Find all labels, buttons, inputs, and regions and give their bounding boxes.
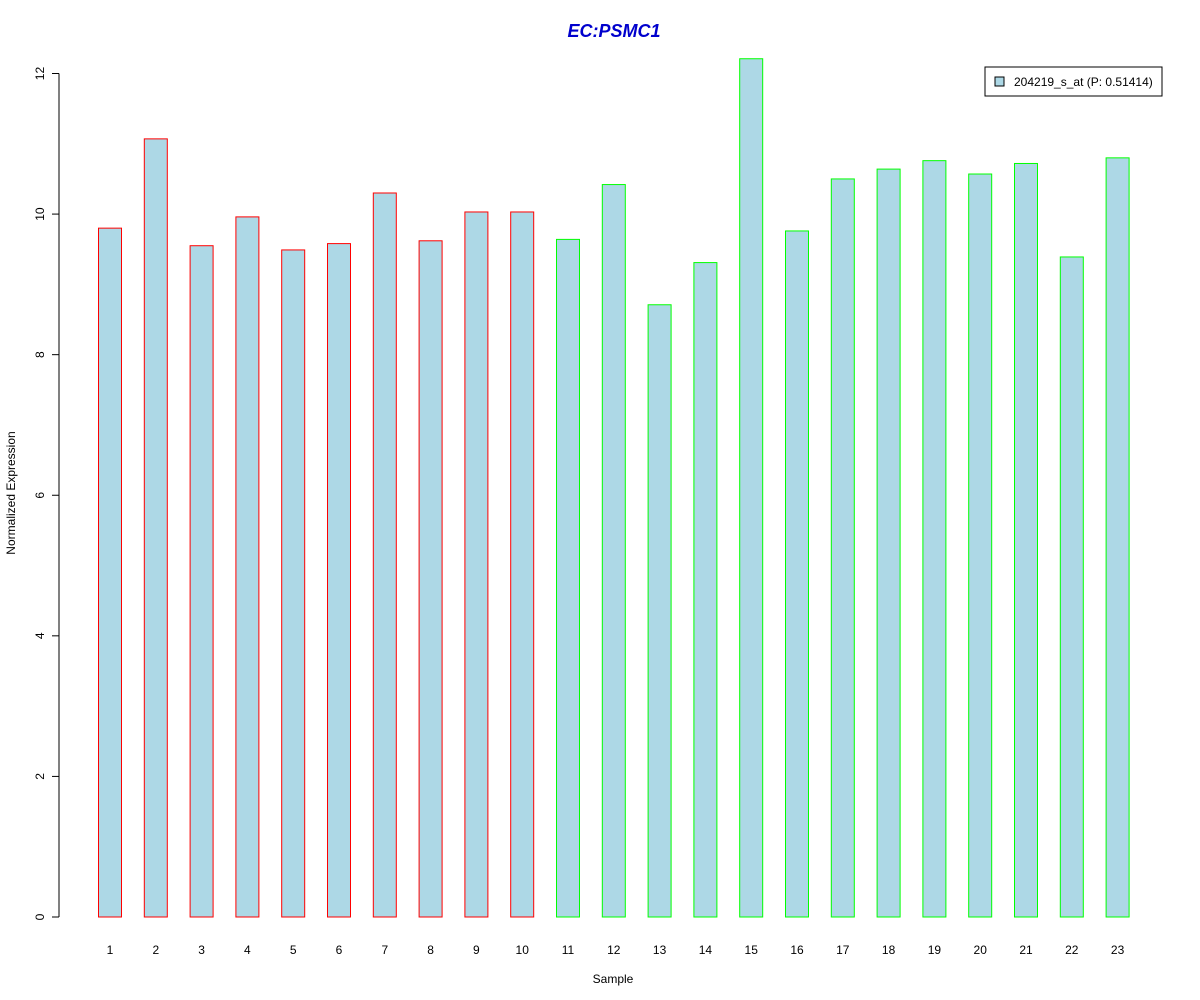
x-tick-label: 13 — [653, 943, 667, 957]
bar — [372, 192, 397, 918]
legend: 204219_s_at (P: 0.51414) — [984, 66, 1163, 97]
bar — [922, 160, 947, 918]
bar — [281, 249, 306, 918]
x-tick-label: 6 — [336, 943, 343, 957]
bar — [1105, 157, 1130, 918]
legend-swatch — [994, 76, 1005, 87]
x-tick-label: 8 — [427, 943, 434, 957]
x-tick-label: 18 — [882, 943, 896, 957]
bar — [830, 178, 855, 918]
x-tick-label: 11 — [562, 943, 575, 957]
x-tick-label: 16 — [790, 943, 804, 957]
bar — [785, 230, 809, 918]
y-tick-label: 8 — [33, 351, 47, 358]
bar — [601, 184, 626, 918]
x-tick-label: 10 — [516, 943, 530, 957]
bar — [98, 227, 122, 918]
y-tick-label: 10 — [33, 207, 47, 221]
bar — [418, 240, 443, 918]
x-tick-label: 17 — [836, 943, 850, 957]
bar — [143, 138, 168, 918]
y-tick-label: 12 — [33, 67, 47, 81]
x-tick-label: 5 — [290, 943, 297, 957]
x-tick-label: 4 — [244, 943, 251, 957]
x-tick-label: 7 — [381, 943, 388, 957]
bar — [739, 58, 764, 918]
bar — [464, 211, 489, 918]
x-axis: 1 2 3 4 5 6 7 8 9 10 11 12 13 14 15 16 17 18 19 20 21 22 23 — [107, 943, 1125, 957]
bar — [693, 262, 718, 918]
bar — [647, 304, 672, 918]
legend-label: 204219_s_at (P: 0.51414) — [1014, 75, 1153, 89]
x-axis-title: Sample — [593, 972, 634, 986]
x-tick-label: 23 — [1111, 943, 1125, 957]
y-tick-label: 6 — [33, 492, 47, 499]
y-tick-label: 2 — [33, 773, 47, 780]
bar — [556, 238, 580, 918]
x-tick-label: 14 — [699, 943, 713, 957]
legend-box — [984, 66, 1163, 97]
x-tick-label: 22 — [1065, 943, 1079, 957]
bars-group — [98, 58, 1130, 918]
x-tick-label: 1 — [107, 943, 114, 957]
bar — [968, 173, 993, 918]
bar — [876, 168, 901, 918]
y-tick-label: 0 — [33, 913, 47, 920]
chart-title: EC:PSMC1 — [567, 21, 660, 41]
bar — [189, 245, 214, 918]
x-tick-label: 9 — [473, 943, 480, 957]
x-tick-label: 21 — [1019, 943, 1033, 957]
bar — [1059, 256, 1084, 918]
x-tick-label: 3 — [198, 943, 205, 957]
bar — [510, 211, 535, 918]
y-tick-label: 4 — [33, 632, 47, 639]
y-axis: 0 2 4 6 8 10 12 — [33, 67, 60, 920]
x-tick-label: 2 — [152, 943, 159, 957]
bar — [327, 243, 351, 918]
x-tick-label: 15 — [745, 943, 759, 957]
x-tick-label: 12 — [607, 943, 621, 957]
bar — [1014, 162, 1038, 918]
x-tick-label: 19 — [928, 943, 942, 957]
y-axis-title: Normalized Expression — [4, 431, 18, 554]
x-tick-label: 20 — [974, 943, 988, 957]
bar — [235, 216, 260, 918]
